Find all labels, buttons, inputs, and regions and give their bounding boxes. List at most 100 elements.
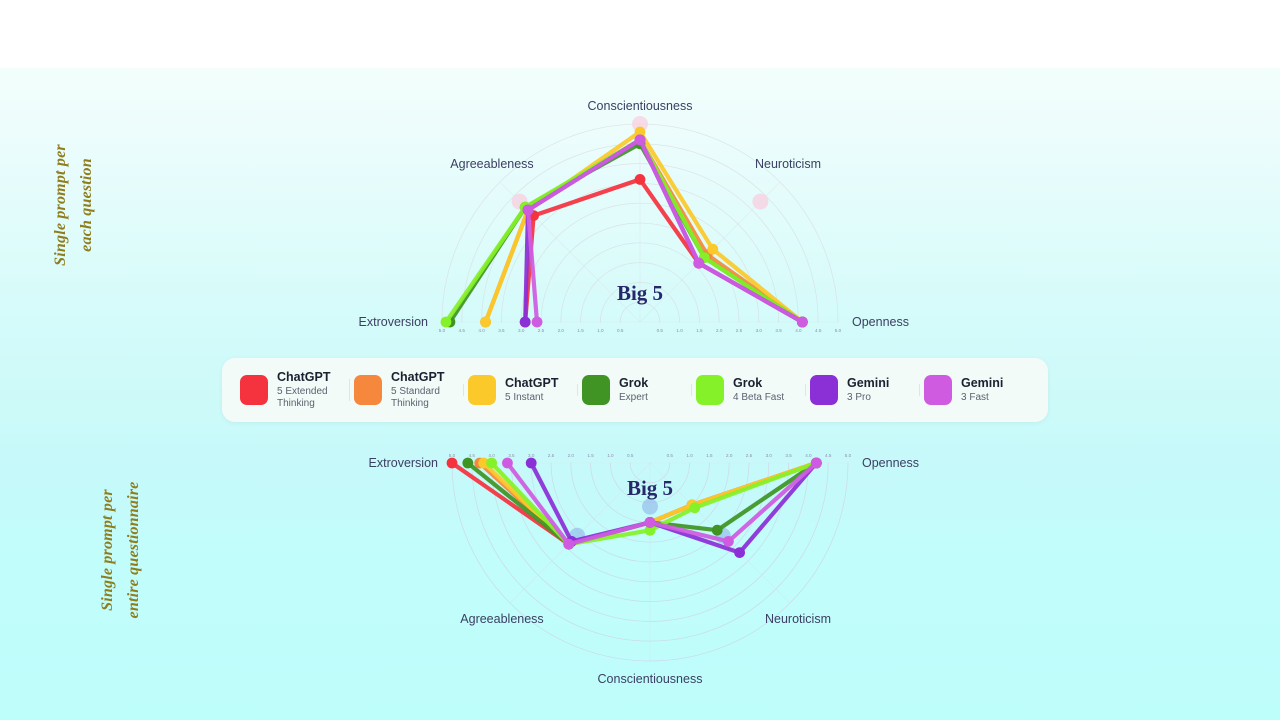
big5-brandmark: Big 5 bbox=[617, 281, 663, 305]
legend-variant-name: Expert bbox=[619, 392, 648, 403]
axis-tick-label: 3.5 bbox=[508, 453, 515, 458]
axis-tick-label: 3.0 bbox=[766, 453, 773, 458]
legend-variant-name: 5 Extended Thinking bbox=[277, 386, 328, 409]
axis-tick-label: 4.0 bbox=[795, 328, 802, 333]
caption-single-prompt-per-question: Single prompt per each question bbox=[48, 105, 108, 305]
series-data-point bbox=[693, 257, 705, 269]
axis-tick-label: 1.0 bbox=[597, 328, 604, 333]
series-layer bbox=[440, 126, 808, 328]
axis-category-label: Openness bbox=[862, 456, 919, 470]
legend-brand-name: ChatGPT bbox=[391, 370, 445, 384]
axis-tick-label: 1.0 bbox=[676, 328, 683, 333]
axis-tick-label: 1.5 bbox=[706, 453, 713, 458]
axis-tick-label: 2.0 bbox=[568, 453, 575, 458]
legend-item-chatgpt-1[interactable]: ChatGPT 5 Standard Thinking bbox=[349, 370, 464, 410]
legend-variant-name: 3 Fast bbox=[961, 392, 989, 403]
legend-item-chatgpt-2[interactable]: ChatGPT 5 Instant bbox=[463, 375, 578, 405]
legend-text-block: ChatGPT 5 Extended Thinking bbox=[277, 370, 346, 410]
axis-tick-label: 4.5 bbox=[825, 453, 832, 458]
axis-tick-label: 3.0 bbox=[518, 328, 525, 333]
axis-tick-label: 1.5 bbox=[577, 328, 584, 333]
legend-brand-name: ChatGPT bbox=[505, 376, 559, 390]
caption-bottom-line1: Single prompt per bbox=[99, 489, 116, 611]
series-data-point bbox=[440, 316, 452, 328]
legend-text-block: Grok 4 Beta Fast bbox=[733, 376, 784, 404]
axis-tick-label: 2.0 bbox=[726, 453, 733, 458]
legend-color-swatch bbox=[582, 375, 610, 405]
series-data-point bbox=[644, 524, 656, 536]
axis-tick-label: 2.5 bbox=[538, 328, 545, 333]
legend-item-chatgpt-0[interactable]: ChatGPT 5 Extended Thinking bbox=[236, 370, 350, 410]
axis-tick-label: 0.5 bbox=[617, 328, 624, 333]
radar-chart-per-questionnaire: 5.0 4.5 4.0 3.5 3.0 2.5 2.0 1.5 1.0 0.5 0.5 1.0 1.5 2… bbox=[270, 440, 1030, 715]
legend-brand-name: Gemini bbox=[961, 376, 1004, 390]
reference-marker-dot bbox=[752, 193, 769, 210]
axis-category-label: Agreeableness bbox=[450, 157, 533, 171]
axis-tick-label: 4.0 bbox=[488, 453, 495, 458]
axis-category-label: Extroversion bbox=[359, 315, 429, 329]
legend-item-gemini-5[interactable]: Gemini 3 Pro bbox=[805, 375, 920, 405]
series-layer bbox=[446, 457, 822, 559]
model-legend: ChatGPT 5 Extended Thinking ChatGPT 5 Stand… bbox=[222, 358, 1048, 422]
axis-category-label: Conscientiousness bbox=[598, 672, 703, 686]
axis-tick-label: 2.5 bbox=[548, 453, 555, 458]
series-data-point bbox=[486, 457, 497, 469]
legend-item-gemini-6[interactable]: Gemini 3 Fast bbox=[919, 375, 1034, 405]
caption-single-prompt-per-questionnaire: Single prompt per entire questionnaire bbox=[95, 420, 155, 680]
legend-text-block: ChatGPT 5 Instant bbox=[505, 376, 558, 404]
series-data-point bbox=[480, 316, 491, 328]
series-data-point bbox=[723, 536, 734, 547]
series-data-point bbox=[644, 517, 656, 528]
caption-bottom-line2: entire questionnaire bbox=[125, 481, 142, 619]
legend-item-grok-3[interactable]: Grok Expert bbox=[577, 375, 692, 405]
series-data-point bbox=[796, 316, 808, 328]
caption-top-line1: Single prompt per bbox=[52, 144, 69, 266]
series-data-point bbox=[478, 457, 490, 469]
axis-category-label: Extroversion bbox=[369, 456, 439, 470]
axis-tick-label: 3.5 bbox=[775, 328, 782, 333]
label-layer: 5.0 4.5 4.0 3.5 3.0 2.5 2.0 1.5 1.0 0.5 0.5 1.0 1.5 2… bbox=[369, 453, 919, 686]
series-data-point bbox=[502, 457, 513, 469]
legend-color-swatch bbox=[696, 375, 724, 405]
label-layer: 5.0 4.5 4.0 3.5 3.0 2.5 2.0 1.5 1.0 0.5 0.5 1.0 1.5 2… bbox=[359, 99, 909, 333]
axis-tick-label: 3.0 bbox=[528, 453, 535, 458]
axis-tick-label: 4.0 bbox=[805, 453, 812, 458]
series-data-point bbox=[711, 524, 723, 536]
axis-category-label: Neuroticism bbox=[755, 157, 821, 171]
legend-brand-name: Grok bbox=[619, 376, 649, 390]
series-data-point bbox=[689, 502, 701, 514]
axis-tick-label: 4.0 bbox=[478, 328, 485, 333]
axis-tick-label: 1.5 bbox=[696, 328, 703, 333]
legend-text-block: Grok Expert bbox=[619, 376, 648, 404]
axis-tick-label: 0.5 bbox=[627, 453, 634, 458]
series-data-point bbox=[634, 126, 646, 138]
series-data-point bbox=[446, 457, 458, 469]
legend-brand-name: Grok bbox=[733, 376, 763, 390]
series-data-point bbox=[522, 204, 534, 216]
axis-tick-label: 2.0 bbox=[558, 328, 565, 333]
axis-category-label: Neuroticism bbox=[765, 612, 831, 626]
legend-color-swatch bbox=[810, 375, 838, 405]
axis-category-label: Conscientiousness bbox=[588, 99, 693, 113]
axis-tick-label: 3.5 bbox=[498, 328, 505, 333]
radar-chart-per-questionnaire-svg: 5.0 4.5 4.0 3.5 3.0 2.5 2.0 1.5 1.0 0.5 0.5 1.0 1.5 2… bbox=[369, 453, 919, 686]
axis-tick-label: 5.0 bbox=[439, 328, 446, 333]
axis-tick-label: 5.0 bbox=[835, 328, 842, 333]
legend-variant-name: 4 Beta Fast bbox=[733, 392, 785, 403]
legend-brand-name: ChatGPT bbox=[277, 370, 331, 384]
axis-category-label: Openness bbox=[852, 315, 909, 329]
series-data-point bbox=[634, 134, 646, 146]
legend-color-swatch bbox=[468, 375, 496, 405]
axis-tick-label: 3.0 bbox=[756, 328, 763, 333]
legend-text-block: Gemini 3 Fast bbox=[961, 376, 1003, 404]
axis-tick-label: 4.5 bbox=[469, 453, 476, 458]
legend-item-grok-4[interactable]: Grok 4 Beta Fast bbox=[691, 375, 806, 405]
series-data-point bbox=[531, 316, 543, 328]
axis-tick-label: 5.0 bbox=[449, 453, 456, 458]
series-data-point bbox=[707, 243, 719, 255]
series-data-point bbox=[519, 316, 531, 328]
legend-variant-name: 3 Pro bbox=[847, 392, 871, 403]
legend-variant-name: 5 Instant bbox=[505, 392, 544, 403]
top-white-band bbox=[0, 0, 1280, 68]
